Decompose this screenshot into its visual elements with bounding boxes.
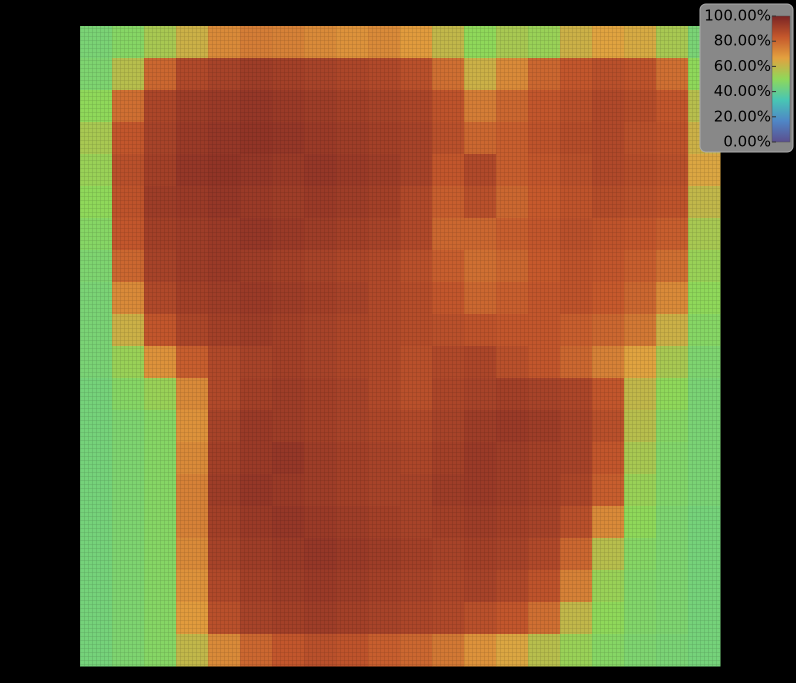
colorbar-tick-label: 80.00% bbox=[714, 32, 771, 50]
colorbar-tick-label: 20.00% bbox=[714, 107, 771, 125]
colorbar: 0.00% 20.00% 40.00% 60.00% 80.00% 100.00% bbox=[699, 3, 794, 153]
colorbar-gradient bbox=[771, 15, 791, 143]
colorbar-box bbox=[699, 3, 794, 153]
colorbar-tick-label: 40.00% bbox=[714, 82, 771, 100]
colorbar-tick-label: 0.00% bbox=[723, 133, 771, 151]
colorbar-tick-label: 100.00% bbox=[704, 7, 771, 25]
colorbar-tick-label: 60.00% bbox=[714, 57, 771, 75]
texture bbox=[80, 26, 720, 666]
